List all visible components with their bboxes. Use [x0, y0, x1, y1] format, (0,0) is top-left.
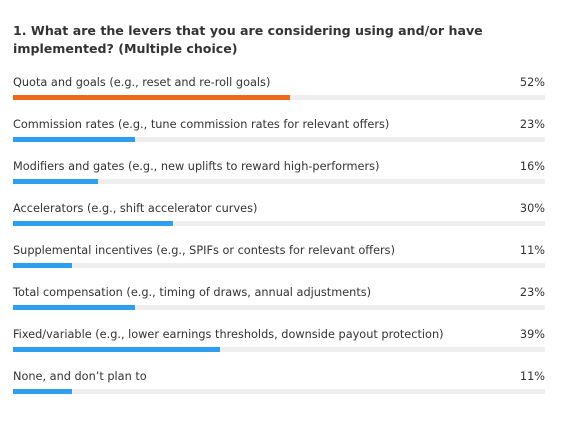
option-none: None, and don’t plan to 11% [13, 369, 545, 411]
option-label: None, and don’t plan to [13, 370, 147, 383]
options-list: Quota and goals (e.g., reset and re-roll… [13, 75, 545, 411]
option-percent: 23% [519, 286, 545, 299]
option-label: Modifiers and gates (e.g., new uplifts t… [13, 160, 380, 173]
option-percent: 11% [519, 370, 545, 383]
progress-fill [13, 95, 290, 100]
option-fixed-variable: Fixed/variable (e.g., lower earnings thr… [13, 327, 545, 369]
progress-track [13, 347, 545, 352]
progress-fill [13, 347, 221, 352]
option-percent: 52% [519, 76, 545, 89]
progress-fill [13, 389, 72, 394]
option-percent: 39% [519, 328, 545, 341]
option-label: Fixed/variable (e.g., lower earnings thr… [13, 328, 444, 341]
option-total-compensation: Total compensation (e.g., timing of draw… [13, 285, 545, 327]
progress-fill [13, 137, 136, 142]
option-supplemental-incentives: Supplemental incentives (e.g., SPIFs or … [13, 243, 545, 285]
progress-track [13, 179, 545, 184]
option-commission-rates: Commission rates (e.g., tune commission … [13, 117, 545, 159]
option-label: Commission rates (e.g., tune commission … [13, 118, 390, 131]
progress-track [13, 221, 545, 226]
progress-track [13, 263, 545, 268]
progress-fill [13, 305, 136, 310]
option-label: Supplemental incentives (e.g., SPIFs or … [13, 244, 395, 257]
option-label: Quota and goals (e.g., reset and re-roll… [13, 76, 271, 89]
option-label: Accelerators (e.g., shift accelerator cu… [13, 202, 258, 215]
progress-fill [13, 263, 72, 268]
progress-fill [13, 179, 99, 184]
progress-track [13, 305, 545, 310]
option-percent: 16% [519, 160, 545, 173]
progress-track [13, 389, 545, 394]
option-percent: 23% [519, 118, 545, 131]
option-percent: 30% [519, 202, 545, 215]
question-title: 1. What are the levers that you are cons… [13, 23, 483, 56]
progress-fill [13, 221, 173, 226]
option-percent: 11% [519, 244, 545, 257]
progress-track [13, 137, 545, 142]
option-quota-and-goals: Quota and goals (e.g., reset and re-roll… [13, 75, 545, 117]
option-modifiers-and-gates: Modifiers and gates (e.g., new uplifts t… [13, 159, 545, 201]
option-accelerators: Accelerators (e.g., shift accelerator cu… [13, 201, 545, 243]
progress-track [13, 95, 545, 100]
option-label: Total compensation (e.g., timing of draw… [13, 286, 372, 299]
